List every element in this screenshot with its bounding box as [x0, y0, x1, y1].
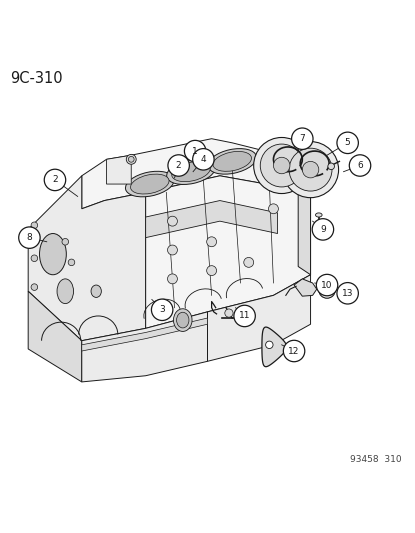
Circle shape [207, 265, 217, 276]
Circle shape [225, 309, 233, 317]
Circle shape [19, 227, 40, 248]
Circle shape [328, 163, 334, 169]
Circle shape [31, 284, 38, 290]
Circle shape [62, 238, 68, 245]
Circle shape [244, 257, 254, 268]
Circle shape [31, 222, 38, 229]
Ellipse shape [131, 174, 169, 194]
Circle shape [337, 282, 359, 304]
Ellipse shape [213, 151, 251, 171]
Circle shape [266, 341, 273, 349]
Text: 2: 2 [176, 161, 181, 170]
Ellipse shape [91, 285, 101, 297]
Circle shape [193, 149, 214, 170]
Ellipse shape [315, 213, 322, 217]
Circle shape [349, 155, 371, 176]
Polygon shape [28, 291, 82, 382]
Circle shape [151, 299, 173, 320]
Circle shape [207, 237, 217, 247]
Polygon shape [294, 279, 317, 296]
Polygon shape [262, 327, 287, 367]
Text: 7: 7 [300, 134, 305, 143]
Text: 5: 5 [345, 139, 351, 147]
Circle shape [126, 155, 136, 164]
Text: 3: 3 [159, 305, 165, 314]
Text: 11: 11 [239, 311, 250, 320]
Text: 13: 13 [342, 289, 354, 298]
Circle shape [316, 274, 338, 296]
Circle shape [273, 157, 290, 174]
Circle shape [68, 259, 75, 265]
Circle shape [168, 245, 177, 255]
Ellipse shape [173, 309, 192, 332]
Circle shape [128, 157, 134, 162]
Ellipse shape [167, 159, 215, 184]
Polygon shape [28, 176, 146, 341]
Circle shape [283, 142, 339, 198]
Text: 10: 10 [321, 280, 333, 289]
Ellipse shape [172, 161, 210, 182]
Circle shape [44, 169, 66, 191]
Polygon shape [298, 159, 310, 274]
Circle shape [168, 216, 177, 226]
Circle shape [269, 204, 278, 214]
Circle shape [254, 138, 310, 193]
Polygon shape [82, 312, 208, 382]
Circle shape [283, 340, 305, 362]
Circle shape [234, 305, 255, 327]
Polygon shape [146, 200, 278, 238]
Text: 12: 12 [288, 346, 300, 356]
Text: 1: 1 [192, 147, 198, 156]
Ellipse shape [177, 312, 189, 328]
Circle shape [322, 285, 332, 295]
Text: 6: 6 [357, 161, 363, 170]
Text: 9C-310: 9C-310 [10, 71, 62, 86]
Text: 8: 8 [27, 233, 32, 242]
Polygon shape [146, 172, 310, 328]
Ellipse shape [125, 171, 174, 197]
Polygon shape [82, 318, 208, 351]
Text: 9: 9 [320, 225, 326, 234]
Ellipse shape [39, 233, 66, 274]
Circle shape [312, 219, 334, 240]
Ellipse shape [208, 149, 256, 174]
Circle shape [302, 161, 319, 178]
Circle shape [260, 144, 303, 187]
Circle shape [292, 128, 313, 149]
Polygon shape [107, 155, 131, 184]
Circle shape [168, 274, 177, 284]
Polygon shape [82, 139, 310, 209]
Circle shape [168, 155, 189, 176]
Polygon shape [208, 274, 310, 361]
Circle shape [337, 132, 359, 154]
Text: 4: 4 [200, 155, 206, 164]
Text: 2: 2 [52, 175, 58, 184]
Circle shape [319, 282, 335, 298]
Circle shape [31, 255, 38, 262]
Circle shape [184, 140, 206, 162]
Circle shape [289, 148, 332, 191]
Ellipse shape [57, 279, 73, 304]
Text: 93458  310: 93458 310 [349, 455, 401, 464]
